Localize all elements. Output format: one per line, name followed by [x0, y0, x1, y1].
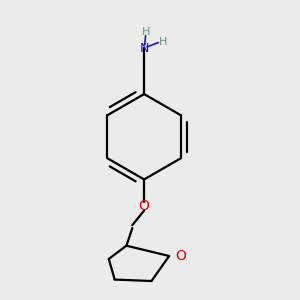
Text: O: O — [139, 199, 149, 213]
Text: N: N — [140, 42, 149, 55]
Text: O: O — [175, 249, 186, 263]
Text: H: H — [159, 37, 167, 47]
Text: H: H — [141, 27, 150, 37]
